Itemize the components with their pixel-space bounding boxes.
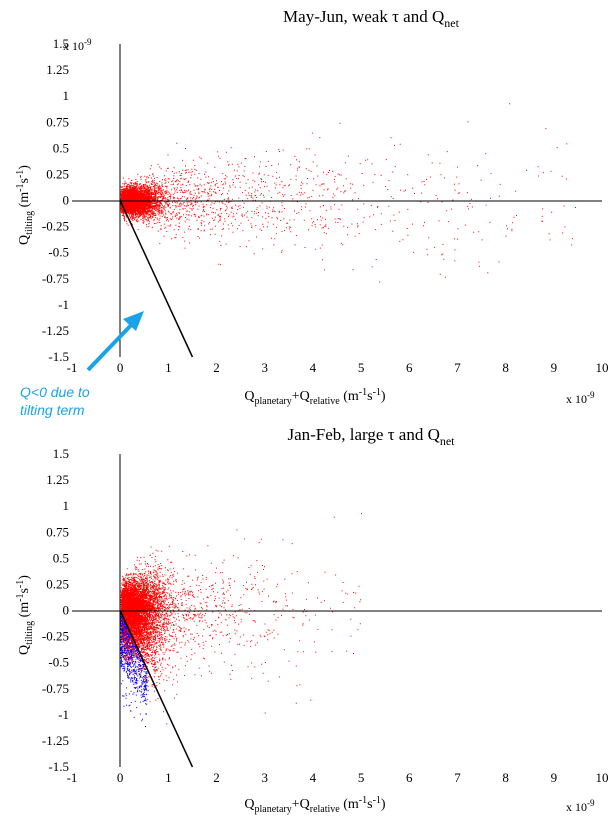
x-tick-label: 7 xyxy=(454,770,461,785)
y-tick-label: 1.25 xyxy=(46,62,69,77)
y-tick-label: -0.25 xyxy=(42,219,69,234)
x-tick-label: 5 xyxy=(358,770,365,785)
y-tick-label: -0.5 xyxy=(48,245,69,260)
scatter-points-main xyxy=(120,103,577,283)
y-tick-label: -1 xyxy=(58,297,69,312)
x-tick-label: 5 xyxy=(358,360,365,375)
y-tick-label: 1 xyxy=(63,88,70,103)
x-tick-label: 1 xyxy=(165,360,172,375)
y-tick-label: -1 xyxy=(58,707,69,722)
y-tick-label: -0.25 xyxy=(42,629,69,644)
x-tick-label: 6 xyxy=(406,770,413,785)
x-tick-label: 0 xyxy=(117,770,124,785)
y-axis-label: Qtilting (m-1s-1) xyxy=(15,165,35,245)
y-tick-label: -0.75 xyxy=(42,271,69,286)
annotation-arrow xyxy=(86,318,138,372)
y-tick-labels: 1.5 1.25 1 0.75 0.5 0.25 0 -0.25 -0.5 -0.75 -1 -1.2… xyxy=(42,36,69,364)
x-axis-label: Qplanetary+Qrelative (m-1s-1) xyxy=(244,795,386,815)
x-tick-label: 1 xyxy=(165,770,172,785)
x-tick-label: 6 xyxy=(406,360,413,375)
y-tick-label: -1.25 xyxy=(42,733,69,748)
y-axis-label: Qtilting (m-1s-1) xyxy=(15,575,35,655)
x-multiplier: x 10-9 xyxy=(566,390,595,406)
x-tick-label: 4 xyxy=(310,360,317,375)
y-tick-label: 0.75 xyxy=(46,114,69,129)
x-tick-label: 9 xyxy=(551,770,558,785)
y-tick-label: 0 xyxy=(63,603,70,618)
annotation-line-1: Q<0 due to xyxy=(20,384,90,400)
y-tick-label: 1 xyxy=(63,498,70,513)
y-tick-label: 1.5 xyxy=(53,446,69,461)
scatter-points-tilting xyxy=(120,611,148,727)
x-tick-labels: -1 0 1 2 3 4 5 6 7 8 9 10 xyxy=(67,360,609,375)
x-tick-label: 2 xyxy=(213,360,220,375)
annotation-line-2: tilting term xyxy=(20,402,85,418)
reference-line xyxy=(119,610,194,768)
y-tick-label: 0.75 xyxy=(46,524,69,539)
y-tick-label: -0.75 xyxy=(42,681,69,696)
x-axis-label: Qplanetary+Qrelative (m-1s-1) xyxy=(244,387,386,407)
x-tick-labels: -1 0 1 2 3 4 5 6 7 8 9 10 xyxy=(67,770,609,785)
x-tick-label: -1 xyxy=(67,770,78,785)
chart-title: May-Jun, weak τ and Qnet xyxy=(283,7,460,30)
y-tick-label: -0.5 xyxy=(48,655,69,670)
x-tick-label: 8 xyxy=(502,770,509,785)
y-tick-label: 1.25 xyxy=(46,472,69,487)
x-tick-label: 8 xyxy=(502,360,509,375)
y-tick-label: -1.25 xyxy=(42,323,69,338)
y-tick-label: 1.5 xyxy=(53,36,69,51)
annotation-arrowhead xyxy=(123,311,144,331)
scatter-points xyxy=(120,103,577,283)
x-tick-label: 10 xyxy=(596,360,609,375)
reference-line xyxy=(119,200,194,358)
panel-may-jun: May-Jun, weak τ and Qnet x 10-9 Qtilting… xyxy=(15,7,609,418)
y-tick-label: 0 xyxy=(63,193,70,208)
y-tick-label: 0.5 xyxy=(53,550,69,565)
x-tick-label: 2 xyxy=(213,770,220,785)
scatter-points xyxy=(120,513,362,727)
y-tick-label: 0.25 xyxy=(46,166,69,181)
x-tick-label: 7 xyxy=(454,360,461,375)
x-tick-label: 9 xyxy=(551,360,558,375)
chart-title: Jan-Feb, large τ and Qnet xyxy=(287,425,455,448)
x-tick-label: 3 xyxy=(261,770,268,785)
y-tick-label: -1.5 xyxy=(48,349,69,364)
x-tick-label: 10 xyxy=(596,770,609,785)
x-tick-label: 4 xyxy=(310,770,317,785)
x-tick-label: 3 xyxy=(261,360,268,375)
x-tick-label: 0 xyxy=(117,360,124,375)
y-tick-label: 0.5 xyxy=(53,140,69,155)
x-tick-label: -1 xyxy=(67,360,78,375)
y-multiplier: x 10-9 xyxy=(63,37,92,53)
y-tick-label: -1.5 xyxy=(48,759,69,774)
y-tick-labels: 1.5 1.25 1 0.75 0.5 0.25 0 -0.25 -0.5 -0.75 -1 -1.2… xyxy=(42,446,69,774)
y-tick-label: 0.25 xyxy=(46,576,69,591)
panel-jan-feb: Jan-Feb, large τ and Qnet Qtilting (m-1s… xyxy=(15,425,609,815)
scatter-points-main xyxy=(120,513,362,725)
x-multiplier: x 10-9 xyxy=(566,798,595,814)
